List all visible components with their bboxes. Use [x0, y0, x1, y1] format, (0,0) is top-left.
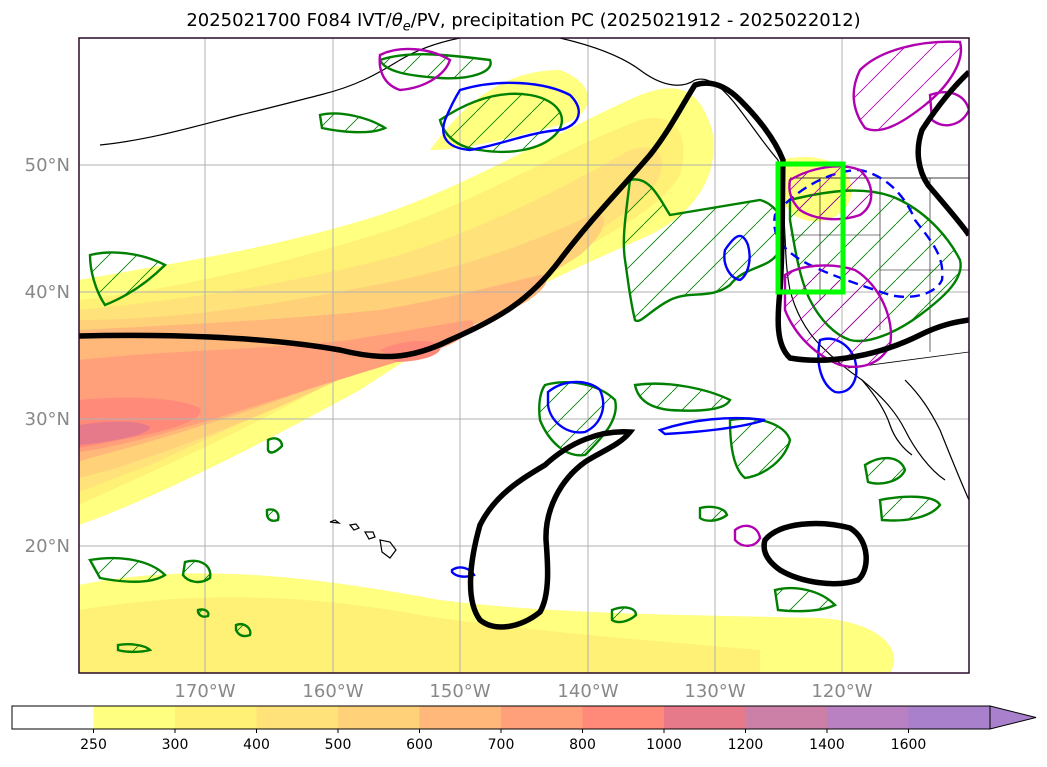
- lon-label: 150°W: [429, 681, 490, 702]
- precip-west-1: [88, 251, 168, 307]
- title-suffix: /PV, precipitation PC (2025021912 - 2025…: [410, 10, 861, 31]
- lat-label: 50°N: [25, 155, 70, 176]
- lat-label: 30°N: [25, 409, 70, 430]
- precip-sw-7: [266, 437, 284, 454]
- precip-sw-3: [878, 495, 942, 522]
- lon-label: 160°W: [302, 681, 363, 702]
- lon-labels: 170°W 160°W 150°W 140°W 130°W 120°W: [174, 681, 872, 702]
- map-area: [79, 38, 969, 673]
- precip-north-pacific: [438, 92, 564, 153]
- precip-sw-4: [773, 586, 838, 613]
- pv-cutoff-tail: [467, 429, 636, 630]
- precip-sw-2: [181, 559, 212, 584]
- lon-label: 120°W: [811, 681, 872, 702]
- theta-e-blue-small-2: [450, 566, 476, 578]
- colorbar-tick-label: 400: [243, 737, 270, 753]
- colorbar-tick-label: 1400: [809, 737, 845, 753]
- colorbar-extend-arrow: [989, 705, 1037, 730]
- colorbar-segment: [501, 706, 583, 729]
- precip-mexico: [863, 456, 907, 485]
- coast-baja: [861, 379, 913, 456]
- precip-sw-8: [265, 508, 280, 522]
- colorbar-segment: [93, 706, 176, 729]
- hawaii-islands: [329, 519, 397, 559]
- colorbar-segment: [908, 706, 991, 729]
- theta-e-contours: [378, 40, 969, 578]
- theta-e-blue-gulf: [442, 81, 580, 152]
- lat-label: 20°N: [25, 536, 70, 557]
- pv-main: [79, 80, 969, 363]
- precip-sw-5: [610, 606, 638, 624]
- theta-e-magenta-small: [733, 524, 762, 547]
- theta-e-magenta-gulf: [378, 47, 452, 92]
- colorbar-segment: [664, 706, 746, 729]
- colorbar-segment: [256, 706, 339, 729]
- colorbar-segment: [745, 706, 828, 729]
- colorbar-tick-label: 1600: [891, 737, 927, 753]
- precip-central: [622, 178, 786, 323]
- colorbar-segment: [175, 706, 257, 729]
- colorbar-tick-label: 1200: [728, 737, 764, 753]
- lon-label: 170°W: [174, 681, 235, 702]
- colorbar-tick-label: 500: [325, 737, 352, 753]
- colorbar-segment: [827, 706, 909, 729]
- title-prefix: 2025021700 F084 IVT/: [186, 10, 392, 31]
- colorbar-segment: [419, 706, 502, 729]
- colorbar-tick-label: 250: [80, 737, 107, 753]
- precip-sw-11: [196, 608, 210, 618]
- theta-e-blue-sub-2: [657, 416, 766, 436]
- precip-gulf: [378, 53, 492, 80]
- lon-label: 140°W: [557, 681, 618, 702]
- precip-sw-1: [88, 556, 167, 583]
- colorbar-segment: [582, 706, 665, 729]
- colorbar-tick-label: 1000: [646, 737, 682, 753]
- map-frame: [78, 37, 970, 674]
- theta-e-magenta-coast-n: [788, 165, 873, 221]
- ivt-1000: [79, 421, 150, 445]
- lat-labels: 50°N 40°N 30°N 20°N: [25, 155, 70, 557]
- precip-sm-1: [318, 112, 388, 134]
- precip-sw-9: [234, 623, 252, 638]
- precip-subtropic-2: [633, 382, 732, 412]
- coast-gulf-of-alaska: [559, 38, 779, 161]
- colorbar-tick-label: 600: [406, 737, 433, 753]
- precip-sw-6: [698, 505, 729, 522]
- ivt-shading: [79, 70, 895, 673]
- lon-label: 130°W: [684, 681, 745, 702]
- precip-subtropic-3: [728, 417, 792, 480]
- ivt-300-south: [79, 597, 760, 673]
- theta-e-blue-small-1: [723, 234, 751, 282]
- pv-cutoff-low: [761, 520, 869, 587]
- title-theta-subscript: e: [402, 19, 411, 35]
- chart-title: 2025021700 F084 IVT/θe/PV, precipitation…: [0, 10, 1047, 35]
- title-theta: θ: [391, 10, 403, 31]
- theta-e-magenta-ne: [852, 40, 963, 132]
- precip-sw-10: [116, 643, 153, 654]
- theta-e-blue-sub-1: [546, 380, 605, 434]
- colorbar-tick-label: 300: [162, 737, 189, 753]
- colorbar-segment: [12, 706, 94, 729]
- colorbar: 250 300 400 500 600 700 800 1000 1200 1400 1600: [11, 705, 1037, 753]
- colorbar-segment: [338, 706, 420, 729]
- colorbar-tick-label: 700: [488, 737, 515, 753]
- colorbar-tick-label: 800: [569, 737, 596, 753]
- theta-e-blue-west-coast: [773, 168, 944, 299]
- coast-mainland-mexico: [904, 379, 969, 501]
- pv-contours: [79, 70, 969, 630]
- highlight-box: [775, 161, 846, 295]
- pv-ne: [915, 70, 969, 237]
- lat-label: 40°N: [25, 282, 70, 303]
